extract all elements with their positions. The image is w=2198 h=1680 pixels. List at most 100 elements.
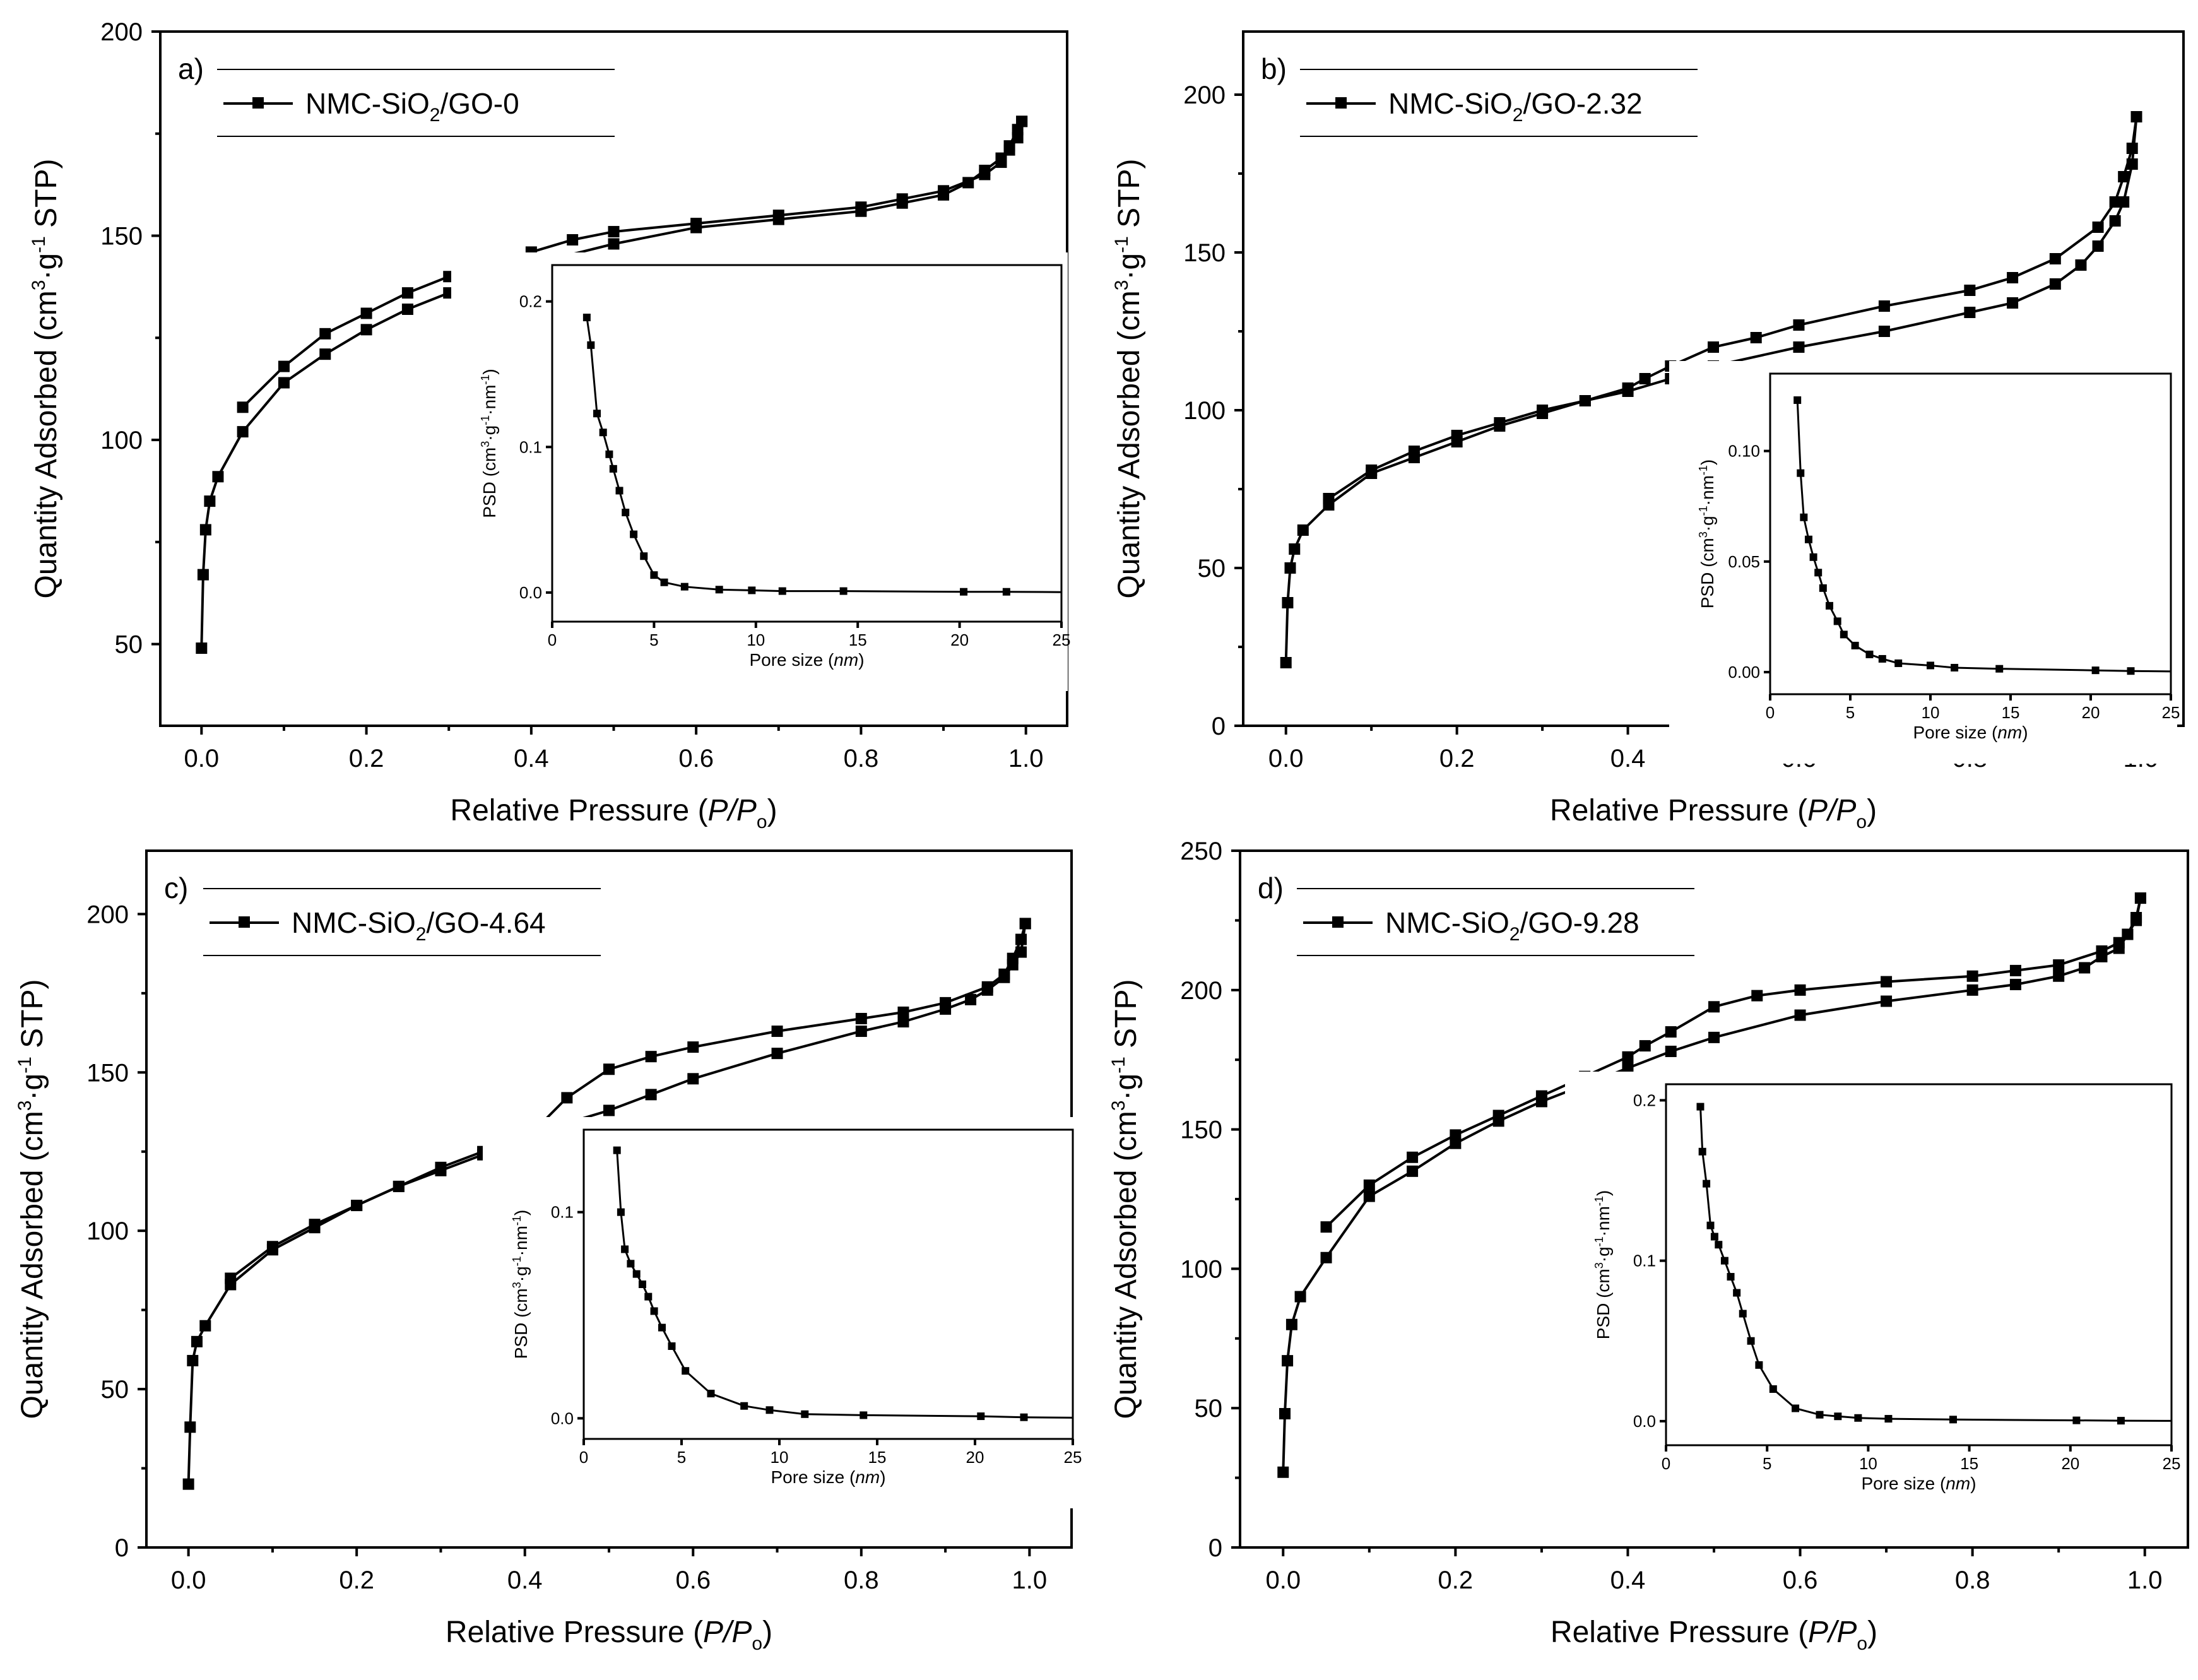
desorption-point [351,1200,363,1212]
desorption-point [2109,196,2121,208]
desorption-point [1579,395,1591,406]
adsorption-point [1284,562,1296,574]
y-tick-label: 150 [86,1059,129,1087]
inset-psd-point [715,586,723,594]
y-tick-label: 200 [1180,977,1222,1005]
adsorption-point [687,1073,699,1085]
x-tick-label: 0.6 [1783,1566,1818,1594]
adsorption-point [645,1089,657,1101]
y-tick-label: 150 [1183,239,1226,267]
adsorption-point [1282,1355,1294,1367]
y-axis-label: Quantity Adsorbed (cm3·g-1 STP) [28,159,63,599]
inset-psd-point [1739,1310,1747,1318]
inset-psd-point [1884,1415,1893,1423]
inset-psd-point [1755,1361,1763,1369]
adsorption-point [1878,326,1890,337]
desorption-point [2118,171,2130,182]
inset-psd-point [2091,666,2100,675]
desorption-point [225,1272,237,1284]
inset-y-tick-label: 0.1 [551,1203,574,1222]
inset-x-axis-label: Pore size (nm) [1913,723,2028,742]
desorption-point [1019,918,1031,930]
y-tick-label: 100 [86,1217,129,1245]
inset-psd-point [650,1307,658,1315]
x-tick-label: 0.0 [1265,1566,1301,1594]
desorption-point [561,1092,573,1104]
desorption-point [2126,143,2138,154]
desorption-point [981,981,993,993]
inset-psd-point [860,1411,868,1419]
desorption-point [1007,952,1019,964]
adsorption-point [1294,1291,1306,1303]
adsorption-point [608,238,620,250]
adsorption-point [2049,278,2061,290]
legend-marker [252,97,264,109]
inset-y-tick-label: 0.10 [1728,442,1760,461]
adsorption-point [319,348,331,360]
y-tick-label: 0 [1212,713,1226,740]
inset-x-tick-label: 0 [1662,1454,1670,1473]
panel-d: 0.0 0.2 0.4 0.6 0.8 1.0050100150200250Relativ… [1108,837,2189,1654]
inset-psd-point [748,586,756,595]
desorption-point [278,360,290,372]
y-axis-label: Quantity Adsorbed (cm3·g-1 STP) [1108,979,1143,1419]
desorption-point [1639,1040,1651,1052]
x-tick-label: 0.4 [1610,745,1646,772]
y-tick-label: 150 [100,223,143,251]
inset-psd-point [582,314,591,322]
desorption-point [1407,1151,1419,1163]
inset-y-tick-label: 0.05 [1728,552,1760,571]
desorption-point [1750,332,1762,343]
x-tick-label: 0.6 [678,745,714,772]
adsorption-point [2007,297,2019,309]
adsorption-point [237,426,249,438]
inset-psd-point [707,1390,715,1398]
desorption-point [1964,285,1976,296]
y-tick-label: 0 [115,1534,129,1562]
inset-psd-point [1851,641,1859,649]
inset-frame [1769,372,2172,695]
adsorption-point [191,1335,203,1347]
y-tick-label: 50 [1195,1395,1223,1423]
adsorption-point [197,569,209,581]
inset-psd-point [1840,630,1848,639]
adsorption-point [401,304,413,315]
y-tick-label: 50 [115,631,143,659]
adsorption-point [1289,543,1301,555]
inset-psd-point [660,578,668,586]
desorption-point [995,157,1007,169]
inset-x-tick-label: 25 [1064,1448,1082,1467]
desorption-point [319,328,331,340]
adsorption-point [603,1104,615,1116]
legend-label: NMC-SiO2/GO-2.32 [1388,87,1643,126]
desorption-line [1328,116,2138,500]
desorption-point [1450,1129,1462,1141]
inset-psd-point [1792,1404,1800,1412]
adsorption-point [855,1026,867,1038]
x-axis-label: Relative Pressure (P/Po) [1550,794,1877,832]
x-axis-label: Relative Pressure (P/Po) [446,1616,772,1654]
inset-x-tick-label: 0 [579,1448,588,1467]
desorption-point [1494,417,1506,429]
desorption-point [1408,446,1420,457]
inset-psd-point [1793,396,1802,405]
desorption-point [2009,964,2021,976]
x-tick-label: 0.2 [349,745,384,772]
inset-psd-point [778,587,786,595]
x-tick-label: 1.0 [2127,1566,2163,1594]
inset-psd-point [613,1146,621,1154]
desorption-point [1535,1090,1547,1102]
inset-x-tick-label: 25 [1053,630,1071,649]
inset-y-tick-label: 0.2 [1633,1091,1656,1109]
inset-psd-point [1854,1414,1862,1422]
y-tick-label: 250 [1180,837,1222,865]
desorption-point [360,307,372,319]
inset-psd-point [1819,584,1827,592]
inset-x-tick-label: 5 [677,1448,686,1467]
x-tick-label: 0.0 [171,1566,206,1594]
inset-psd-point [960,588,968,596]
inset-y-tick-label: 0.1 [1633,1251,1656,1270]
desorption-point [979,169,991,180]
inset-psd-point [1804,535,1812,543]
